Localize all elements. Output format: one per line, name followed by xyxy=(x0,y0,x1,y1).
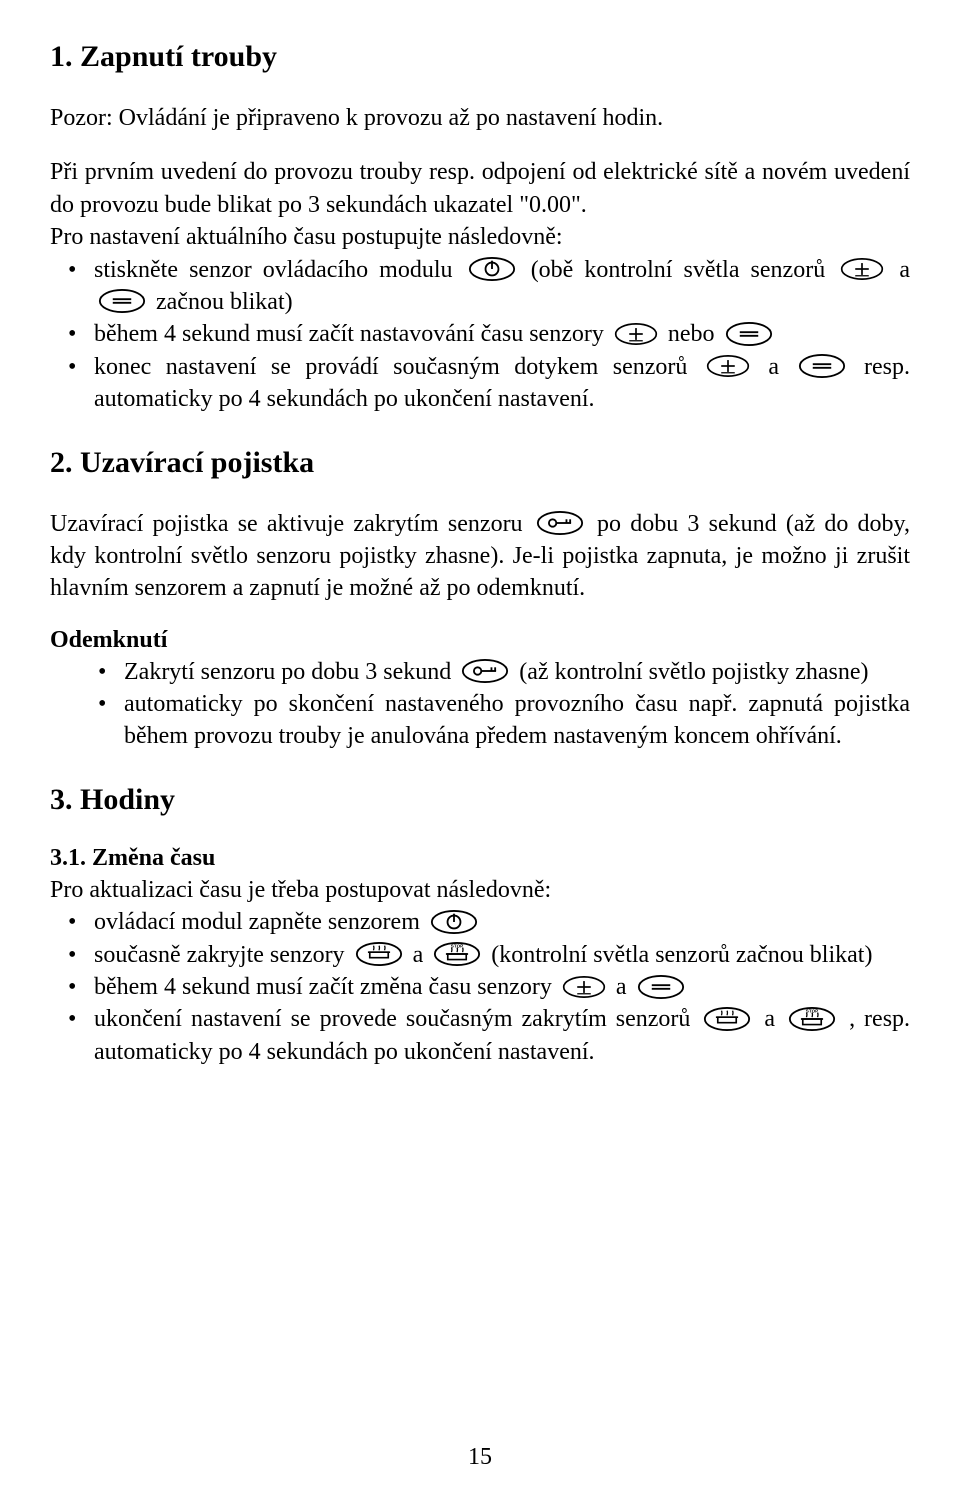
s3-sub: 3.1. Změna času xyxy=(50,845,910,872)
text: začnou blikat) xyxy=(156,289,293,315)
power-icon xyxy=(468,256,516,282)
text: ovládací modul zapněte senzorem xyxy=(94,909,426,935)
s3-p1: Pro aktualizaci času je třeba postupovat… xyxy=(50,874,910,906)
s2-sub: Odemknutí xyxy=(50,627,910,654)
s1-p1: Pozor: Ovládání je připraveno k provozu … xyxy=(50,102,910,134)
plus-icon xyxy=(840,257,884,281)
text: ukončení nastavení se provede současným … xyxy=(94,1006,699,1032)
text: (kontrolní světla senzorů začnou blikat) xyxy=(491,942,872,968)
s2-bullets: Zakrytí senzoru po dobu 3 sekund (až kon… xyxy=(50,656,910,753)
s1-p2: Při prvním uvedení do provozu trouby res… xyxy=(50,156,910,221)
page-number: 15 xyxy=(0,1444,960,1471)
text: během 4 sekund musí začít změna času sen… xyxy=(94,974,558,1000)
minus-icon xyxy=(798,353,846,379)
minus-icon xyxy=(725,321,773,347)
s2-p1: Uzavírací pojistka se aktivuje zakrytím … xyxy=(50,508,910,605)
timer-icon xyxy=(703,1006,751,1032)
plus-icon xyxy=(614,322,658,346)
text: nebo xyxy=(668,321,721,347)
text: Uzavírací pojistka se aktivuje zakrytím … xyxy=(50,511,532,537)
list-item: během 4 sekund musí začít nastavování ča… xyxy=(76,318,910,350)
list-item: konec nastavení se provádí současným dot… xyxy=(76,351,910,416)
list-item: ovládací modul zapněte senzorem xyxy=(76,906,910,938)
document-page: 1. Zapnutí trouby Pozor: Ovládání je při… xyxy=(0,0,960,1491)
list-item: automaticky po skončení nastaveného prov… xyxy=(106,688,910,753)
text: a xyxy=(768,354,793,380)
text: během 4 sekund musí začít nastavování ča… xyxy=(94,321,610,347)
timer-stop-icon xyxy=(433,941,481,967)
text: a xyxy=(413,942,430,968)
text: (obě kontrolní světla senzorů xyxy=(531,257,837,283)
s1-p3: Pro nastavení aktuálního času postupujte… xyxy=(50,221,910,253)
text: (až kontrolní světlo pojistky zhasne) xyxy=(519,659,868,685)
plus-icon xyxy=(706,354,750,378)
text: automaticky po skončení nastaveného prov… xyxy=(124,691,910,749)
text: a xyxy=(616,974,633,1000)
plus-icon xyxy=(562,975,606,999)
minus-icon xyxy=(637,974,685,1000)
text: konec nastavení se provádí současným dot… xyxy=(94,354,702,380)
heading-1: 1. Zapnutí trouby xyxy=(50,40,910,74)
text: a xyxy=(899,257,910,283)
timer-icon xyxy=(355,941,403,967)
text: současně zakryjte senzory xyxy=(94,942,351,968)
timer-stop-icon xyxy=(788,1006,836,1032)
text: Zakrytí senzoru po dobu 3 sekund xyxy=(124,659,457,685)
s1-bullets: stiskněte senzor ovládacího modulu (obě … xyxy=(50,254,910,416)
list-item: Zakrytí senzoru po dobu 3 sekund (až kon… xyxy=(106,656,910,688)
heading-2: 2. Uzavírací pojistka xyxy=(50,446,910,480)
minus-icon xyxy=(98,288,146,314)
list-item: stiskněte senzor ovládacího modulu (obě … xyxy=(76,254,910,319)
heading-3: 3. Hodiny xyxy=(50,783,910,817)
power-icon xyxy=(430,909,478,935)
text: a xyxy=(764,1006,784,1032)
key-icon xyxy=(461,658,509,684)
key-icon xyxy=(536,510,584,536)
list-item: současně zakryjte senzory a (kontrolní s… xyxy=(76,939,910,971)
list-item: ukončení nastavení se provede současným … xyxy=(76,1003,910,1068)
list-item: během 4 sekund musí začít změna času sen… xyxy=(76,971,910,1003)
text: stiskněte senzor ovládacího modulu xyxy=(94,257,464,283)
s3-bullets: ovládací modul zapněte senzorem současně… xyxy=(50,906,910,1068)
